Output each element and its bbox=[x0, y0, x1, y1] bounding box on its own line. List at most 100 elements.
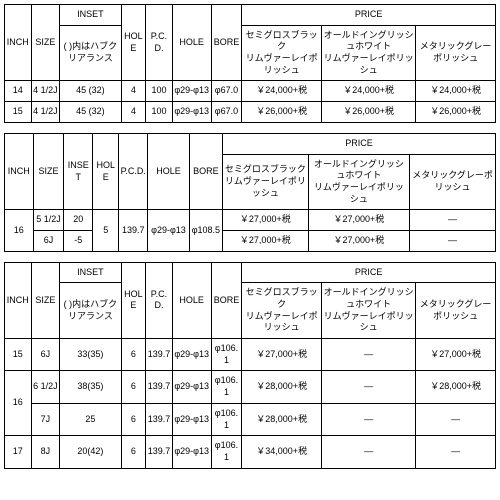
hdr-price: PRICE bbox=[242, 5, 496, 26]
hdr-inset-sub: ( )内はハブクリアランス bbox=[60, 283, 121, 339]
cell-p2: — bbox=[322, 371, 416, 403]
cell-bore: φ106.1 bbox=[211, 403, 242, 435]
cell-hole: 5 bbox=[93, 210, 119, 251]
hdr-inset: INSET bbox=[64, 133, 93, 209]
cell-bore: φ106.1 bbox=[211, 339, 242, 371]
cell-p3: — bbox=[416, 403, 496, 435]
hdr-inch: INCH bbox=[5, 133, 34, 209]
cell-p3: — bbox=[410, 230, 496, 251]
cell-inch: 16 bbox=[5, 371, 32, 436]
cell-inch: 16 bbox=[5, 210, 34, 251]
hdr-p3: メタリックグレーポリッシュ bbox=[416, 25, 496, 81]
cell-inset: 25 bbox=[60, 403, 121, 435]
cell-bore: φ106.1 bbox=[211, 436, 242, 468]
hdr-p1: セミグロスブラックリムヴァーレイポリッシュ bbox=[242, 25, 322, 81]
cell-p1: ￥27,000+税 bbox=[222, 230, 308, 251]
spec-table-1: INCH SIZE INSET HOLE P.C.D. HOLE BORE PR… bbox=[4, 4, 496, 123]
cell-hole: 6 bbox=[121, 371, 146, 403]
cell-bore: φ108.5 bbox=[189, 210, 222, 251]
cell-size: 4 1/2J bbox=[31, 81, 60, 102]
cell-hole2: φ29-φ13 bbox=[172, 339, 211, 371]
cell-p1: ￥28,000+税 bbox=[242, 403, 322, 435]
cell-size: 8J bbox=[31, 436, 60, 468]
hdr-price: PRICE bbox=[242, 262, 496, 283]
hdr-p3: メタリックグレーポリッシュ bbox=[416, 283, 496, 339]
cell-hole: 4 bbox=[121, 102, 146, 123]
table-row: 7J256139.7φ29-φ13φ106.1￥28,000+税—— bbox=[5, 403, 496, 435]
cell-p3: ￥27,000+税 bbox=[416, 339, 496, 371]
cell-hole2: φ29-φ13 bbox=[172, 81, 211, 102]
cell-inset: 45 (32) bbox=[60, 102, 121, 123]
cell-p1: ￥28,000+税 bbox=[242, 371, 322, 403]
cell-p2: — bbox=[322, 339, 416, 371]
table-row: 6J -5 ￥27,000+税 ￥27,000+税 — bbox=[5, 230, 496, 251]
cell-p1: ￥27,000+税 bbox=[222, 210, 308, 231]
cell-bore: φ67.0 bbox=[211, 102, 242, 123]
table-row: 178J20(42)6139.7φ29-φ13φ106.1￥34,000+税—— bbox=[5, 436, 496, 468]
cell-bore: φ106.1 bbox=[211, 371, 242, 403]
hdr-price: PRICE bbox=[222, 133, 495, 154]
table-row: 166 1/2J38(35)6139.7φ29-φ13φ106.1￥28,000… bbox=[5, 371, 496, 403]
table-row: 16 5 1/2J 20 5 139.7 φ29-φ13 φ108.5 ￥27,… bbox=[5, 210, 496, 231]
cell-size: 6J bbox=[33, 230, 64, 251]
table-row: 154 1/2J45 (32)4100φ29-φ13φ67.0￥26,000+税… bbox=[5, 102, 496, 123]
cell-hole2: φ29-φ13 bbox=[172, 436, 211, 468]
cell-p3: — bbox=[416, 436, 496, 468]
hdr-size: SIZE bbox=[31, 262, 60, 338]
cell-hole2: φ29-φ13 bbox=[172, 371, 211, 403]
cell-p3: — bbox=[410, 210, 496, 231]
cell-p2: ￥26,000+税 bbox=[322, 102, 416, 123]
hdr-p2: オールドイングリッシュホワイトリムヴァーレイポリッシュ bbox=[322, 283, 416, 339]
cell-p2: ￥24,000+税 bbox=[322, 81, 416, 102]
cell-size: 6J bbox=[31, 339, 60, 371]
cell-hole2: φ29-φ13 bbox=[172, 102, 211, 123]
cell-pcd: 139.7 bbox=[146, 403, 173, 435]
hdr-bore: BORE bbox=[189, 133, 222, 209]
table-row: 144 1/2J45 (32)4100φ29-φ13φ67.0￥24,000+税… bbox=[5, 81, 496, 102]
cell-pcd: 139.7 bbox=[146, 371, 173, 403]
cell-hole: 6 bbox=[121, 403, 146, 435]
cell-size: 7J bbox=[31, 403, 60, 435]
hdr-bore: BORE bbox=[211, 5, 242, 81]
cell-pcd: 100 bbox=[146, 102, 173, 123]
cell-p2: ￥27,000+税 bbox=[308, 210, 409, 231]
hdr-pcd: P.C.D. bbox=[146, 262, 173, 338]
cell-hole: 6 bbox=[121, 339, 146, 371]
hdr-pcd: P.C.D. bbox=[119, 133, 148, 209]
cell-p1: ￥27,000+税 bbox=[242, 339, 322, 371]
cell-p2: — bbox=[322, 436, 416, 468]
cell-size: 5 1/2J bbox=[33, 210, 64, 231]
cell-inch: 15 bbox=[5, 339, 32, 371]
cell-bore: φ67.0 bbox=[211, 81, 242, 102]
cell-hole2: φ29-φ13 bbox=[148, 210, 190, 251]
table-row: 156J33(35)6139.7φ29-φ13φ106.1￥27,000+税—￥… bbox=[5, 339, 496, 371]
cell-p1: ￥34,000+税 bbox=[242, 436, 322, 468]
cell-p1: ￥24,000+税 bbox=[242, 81, 322, 102]
spec-table-3: INCH SIZE INSET HOLE P.C.D. HOLE BORE PR… bbox=[4, 262, 496, 469]
hdr-p1: セミグロスブラックリムヴァーレイポリッシュ bbox=[242, 283, 322, 339]
hdr-inset: INSET bbox=[60, 262, 121, 283]
cell-p1: ￥26,000+税 bbox=[242, 102, 322, 123]
cell-pcd: 100 bbox=[146, 81, 173, 102]
cell-hole: 4 bbox=[121, 81, 146, 102]
hdr-hole: HOLE bbox=[121, 5, 146, 81]
hdr-hole2: HOLE bbox=[148, 133, 190, 209]
cell-p3: ￥24,000+税 bbox=[416, 81, 496, 102]
cell-pcd: 139.7 bbox=[146, 436, 173, 468]
cell-hole2: φ29-φ13 bbox=[172, 403, 211, 435]
cell-inch: 14 bbox=[5, 81, 32, 102]
cell-inset: 38(35) bbox=[60, 371, 121, 403]
hdr-p2: オールドイングリッシュホワイトリムヴァーレイポリッシュ bbox=[322, 25, 416, 81]
cell-inset: 45 (32) bbox=[60, 81, 121, 102]
cell-inset: 20 bbox=[64, 210, 93, 231]
cell-inch: 17 bbox=[5, 436, 32, 468]
cell-inset: 33(35) bbox=[60, 339, 121, 371]
hdr-inch: INCH bbox=[5, 262, 32, 338]
hdr-hole2: HOLE bbox=[172, 5, 211, 81]
cell-inset: -5 bbox=[64, 230, 93, 251]
hdr-inch: INCH bbox=[5, 5, 32, 81]
cell-hole: 6 bbox=[121, 436, 146, 468]
cell-pcd: 139.7 bbox=[146, 339, 173, 371]
cell-p2: — bbox=[322, 403, 416, 435]
hdr-bore: BORE bbox=[211, 262, 242, 338]
